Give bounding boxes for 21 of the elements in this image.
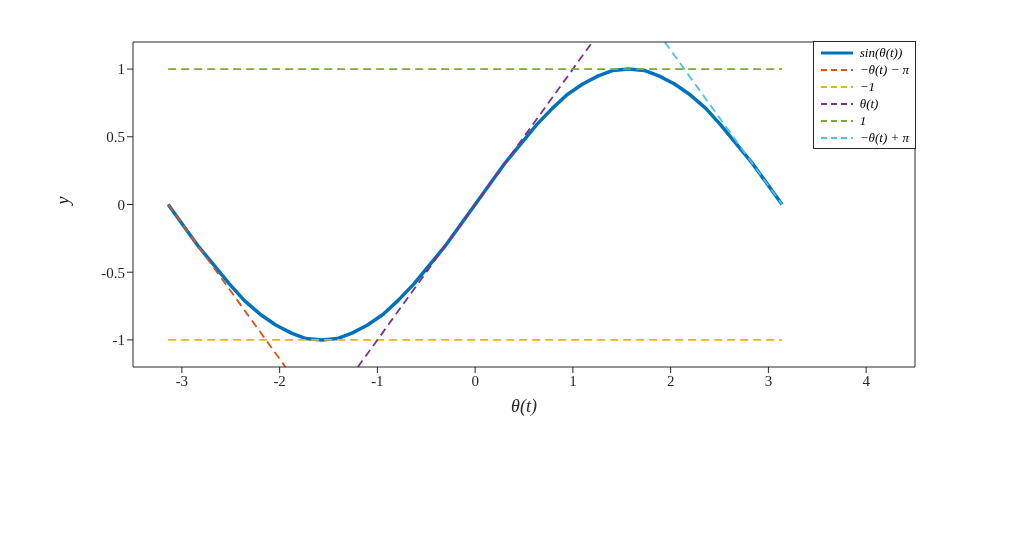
- y-tick-label: 0.5: [106, 129, 125, 146]
- x-tick-label: 1: [569, 372, 577, 389]
- legend-label: 1: [859, 112, 867, 129]
- x-tick-label: -3: [175, 372, 189, 389]
- x-axis-title: θ(t): [511, 396, 537, 417]
- legend-label: θ(t): [859, 95, 879, 112]
- y-tick-label: -0.5: [101, 264, 125, 281]
- x-tick-label: 3: [764, 372, 773, 389]
- x-tick-label: 4: [862, 372, 871, 389]
- y-tick-label: -1: [112, 332, 125, 349]
- y-tick-label: 1: [117, 61, 125, 78]
- legend-label: −1: [859, 78, 876, 95]
- y-tick-label: 0: [117, 196, 125, 213]
- x-tick-label: -1: [371, 372, 384, 389]
- x-tick-label: 0: [471, 372, 479, 389]
- x-tick-label: -2: [273, 372, 286, 389]
- y-axis-title: y: [53, 196, 74, 207]
- x-tick-label: 2: [666, 372, 675, 389]
- legend-label: sin(θ(t)): [859, 44, 903, 61]
- legend-label: −θ(t) + π: [859, 129, 909, 146]
- legend-label: −θ(t) − π: [859, 61, 909, 78]
